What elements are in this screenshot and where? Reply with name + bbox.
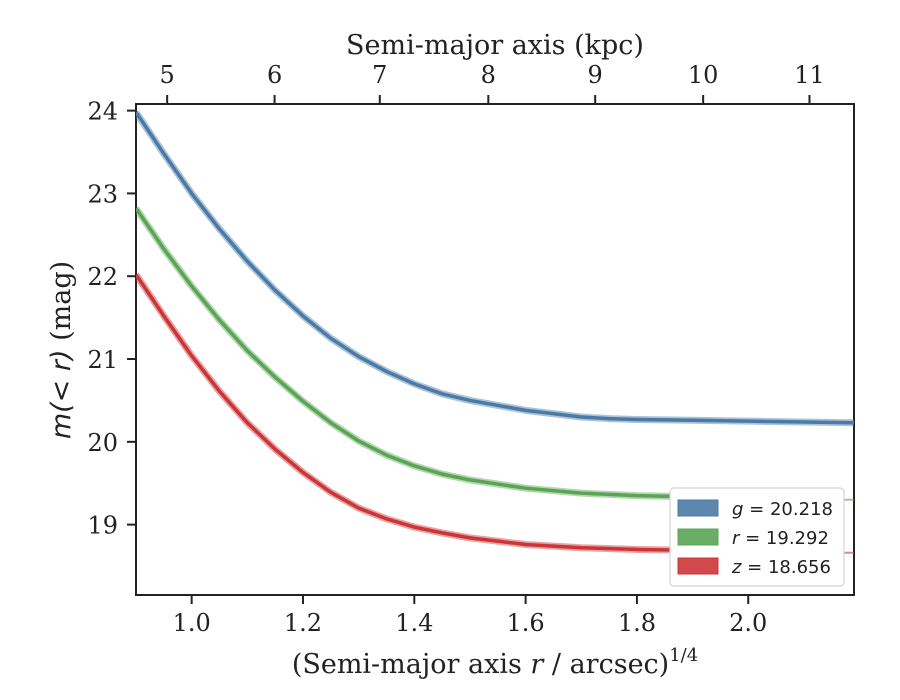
top-tick-label: 7 bbox=[372, 61, 387, 89]
top-tick-label: 8 bbox=[481, 61, 496, 89]
bottom-axis-title: (Semi-major axis r / arcsec)1/4 bbox=[292, 645, 698, 680]
series-g bbox=[136, 110, 854, 427]
x-tick-label: 2.0 bbox=[729, 609, 767, 637]
x-tick-label: 1.0 bbox=[173, 609, 211, 637]
legend-label-r: r = 19.292 bbox=[732, 528, 829, 549]
x-tick-label: 1.6 bbox=[507, 609, 545, 637]
top-tick-label: 9 bbox=[588, 61, 603, 89]
y-tick-label: 22 bbox=[87, 263, 118, 291]
plot-frame bbox=[135, 103, 855, 596]
legend-items: g = 20.218 r = 19.292 z = 18.656 bbox=[677, 499, 833, 578]
y-tick-label: 20 bbox=[87, 429, 118, 457]
y-tick-label: 21 bbox=[87, 346, 118, 374]
x-tick-label: 1.8 bbox=[618, 609, 656, 637]
y-tick-label: 23 bbox=[87, 180, 118, 208]
ticks-layer: 1.0 1.2 1.4 1.6 1.8 2.0 19 20 21 22 23 24 5 6 7 8 9 10 11 bbox=[87, 61, 824, 637]
legend-swatch-z bbox=[677, 557, 719, 575]
legend-swatch-g bbox=[677, 499, 719, 517]
y-tick-label: 24 bbox=[87, 98, 118, 126]
legend-swatch-r bbox=[677, 528, 719, 546]
series-g-band bbox=[136, 110, 854, 427]
y-axis-title: m(< r) (mag) bbox=[46, 261, 77, 439]
top-tick-label: 5 bbox=[160, 61, 175, 89]
top-tick-label: 11 bbox=[794, 61, 825, 89]
legend-label-g: g = 20.218 bbox=[732, 499, 833, 520]
series-layer bbox=[136, 110, 854, 557]
x-tick-label: 1.2 bbox=[284, 609, 322, 637]
series-r-line bbox=[136, 207, 804, 499]
top-tick-label: 6 bbox=[267, 61, 282, 89]
y-tick-label: 19 bbox=[87, 512, 118, 540]
series-g-line bbox=[136, 111, 854, 425]
top-axis-title: Semi-major axis (kpc) bbox=[346, 30, 644, 61]
x-tick-label: 1.4 bbox=[395, 609, 433, 637]
top-tick-label: 10 bbox=[688, 61, 719, 89]
legend-label-z: z = 18.656 bbox=[731, 557, 831, 578]
legend: g = 20.218 r = 19.292 z = 18.656 bbox=[669, 487, 845, 587]
